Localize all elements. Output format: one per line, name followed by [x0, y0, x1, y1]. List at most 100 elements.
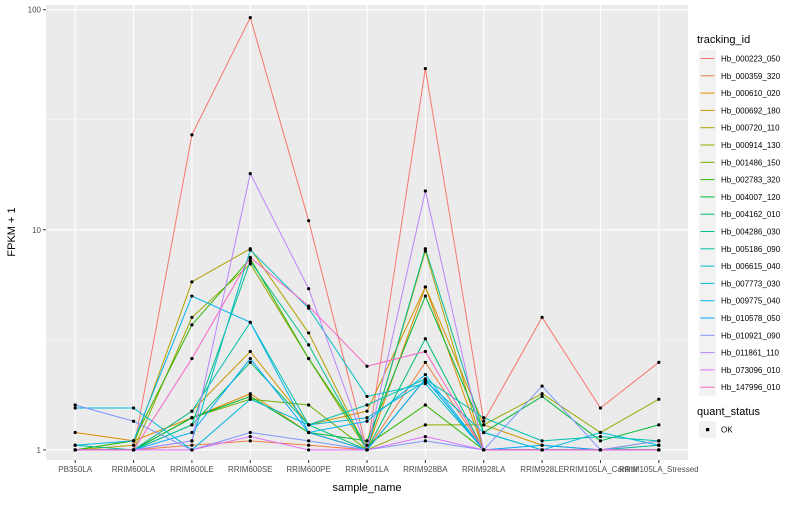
- legend-key-point: [706, 428, 710, 432]
- legend-label: Hb_000692_180: [721, 106, 781, 115]
- legend-label: Hb_000720_110: [721, 124, 780, 133]
- data-point: [190, 280, 194, 284]
- legend-label: OK: [721, 426, 733, 435]
- data-point: [365, 443, 369, 447]
- data-point: [307, 448, 311, 452]
- data-point: [540, 448, 544, 452]
- data-point: [423, 349, 427, 354]
- legend-label: Hb_002783_320: [721, 176, 781, 185]
- x-axis: PB350LA RRIM600LA RRIM600LE RRIM600SE RRIM60…: [58, 460, 699, 474]
- data-point: [423, 403, 427, 407]
- data-point: [482, 448, 486, 452]
- data-point: [423, 379, 427, 383]
- data-point: [248, 349, 252, 354]
- data-point: [657, 443, 661, 447]
- data-point: [423, 377, 427, 381]
- data-point: [307, 439, 311, 443]
- data-point: [190, 430, 194, 435]
- data-point: [482, 430, 486, 435]
- y-axis-title: FPKM + 1: [6, 207, 18, 256]
- data-point: [423, 372, 427, 377]
- data-point: [248, 434, 252, 439]
- data-point: [307, 287, 311, 291]
- data-point: [365, 448, 369, 452]
- legend-label: Hb_005186_090: [721, 245, 781, 254]
- data-point: [190, 294, 194, 298]
- x-tick-label: RRIM928BA: [403, 465, 448, 474]
- data-point: [657, 439, 661, 443]
- data-point: [423, 189, 427, 193]
- data-point: [365, 419, 369, 423]
- data-point: [190, 439, 194, 443]
- data-point: [423, 382, 427, 386]
- data-point: [190, 443, 194, 447]
- data-point: [540, 443, 544, 447]
- data-point: [598, 406, 603, 410]
- x-tick-label: PB350LA: [58, 465, 92, 474]
- data-point: [307, 430, 311, 435]
- data-point: [365, 403, 369, 407]
- data-point: [131, 443, 136, 447]
- data-point: [190, 323, 194, 327]
- data-point: [657, 360, 661, 364]
- data-point: [190, 133, 194, 137]
- legend-title-quant-status: quant_status: [697, 406, 760, 418]
- data-point: [423, 434, 427, 439]
- legend-label: Hb_004007_120: [721, 193, 781, 202]
- data-point: [365, 439, 369, 443]
- data-point: [423, 423, 427, 427]
- data-point: [131, 419, 136, 423]
- data-point: [307, 304, 311, 308]
- data-point: [73, 430, 77, 435]
- data-point: [365, 394, 369, 399]
- legend-label: Hb_010921_090: [721, 331, 781, 340]
- legend: tracking_id Hb_000223_050Hb_000359_320Hb…: [697, 34, 781, 438]
- data-point: [248, 259, 252, 263]
- data-point: [482, 416, 486, 420]
- data-point: [540, 384, 544, 388]
- data-point: [423, 66, 427, 71]
- data-point: [131, 406, 136, 410]
- data-point: [540, 394, 544, 399]
- data-point: [190, 448, 194, 452]
- data-point: [307, 356, 311, 361]
- data-point: [365, 409, 369, 413]
- legend-label: Hb_006615_040: [721, 262, 781, 271]
- data-point: [598, 434, 603, 439]
- data-point: [190, 423, 194, 427]
- data-point: [540, 392, 544, 396]
- data-point: [598, 439, 603, 443]
- data-point: [540, 439, 544, 443]
- y-tick-label: 1: [37, 446, 42, 455]
- x-axis-title: sample_name: [332, 482, 401, 494]
- data-point: [248, 430, 252, 435]
- data-point: [248, 394, 252, 399]
- data-point: [73, 406, 77, 410]
- data-point: [423, 247, 427, 251]
- data-point: [423, 360, 427, 364]
- legend-title-tracking-id: tracking_id: [697, 34, 750, 46]
- data-point: [365, 416, 369, 420]
- data-point: [248, 172, 252, 176]
- data-point: [248, 356, 252, 361]
- data-point: [482, 419, 486, 423]
- data-point: [248, 320, 252, 324]
- data-point: [540, 315, 544, 319]
- legend-label: Hb_007773_030: [721, 279, 781, 288]
- data-point: [307, 443, 311, 447]
- data-point: [307, 343, 311, 347]
- data-point: [307, 403, 311, 407]
- data-point: [131, 448, 136, 452]
- data-point: [190, 416, 194, 420]
- data-point: [657, 423, 661, 427]
- data-point: [598, 448, 603, 452]
- x-tick-label: RRIM600LA: [112, 465, 156, 474]
- data-point: [190, 315, 194, 319]
- legend-label: Hb_004162_010: [721, 210, 781, 219]
- y-tick-label: 10: [32, 226, 41, 235]
- data-point: [657, 448, 661, 452]
- legend-items: Hb_000223_050 Hb_000359_320 Hb_000610_020 H…: [699, 50, 781, 396]
- data-point: [423, 439, 427, 443]
- x-tick-label: RRIM600LE: [170, 465, 214, 474]
